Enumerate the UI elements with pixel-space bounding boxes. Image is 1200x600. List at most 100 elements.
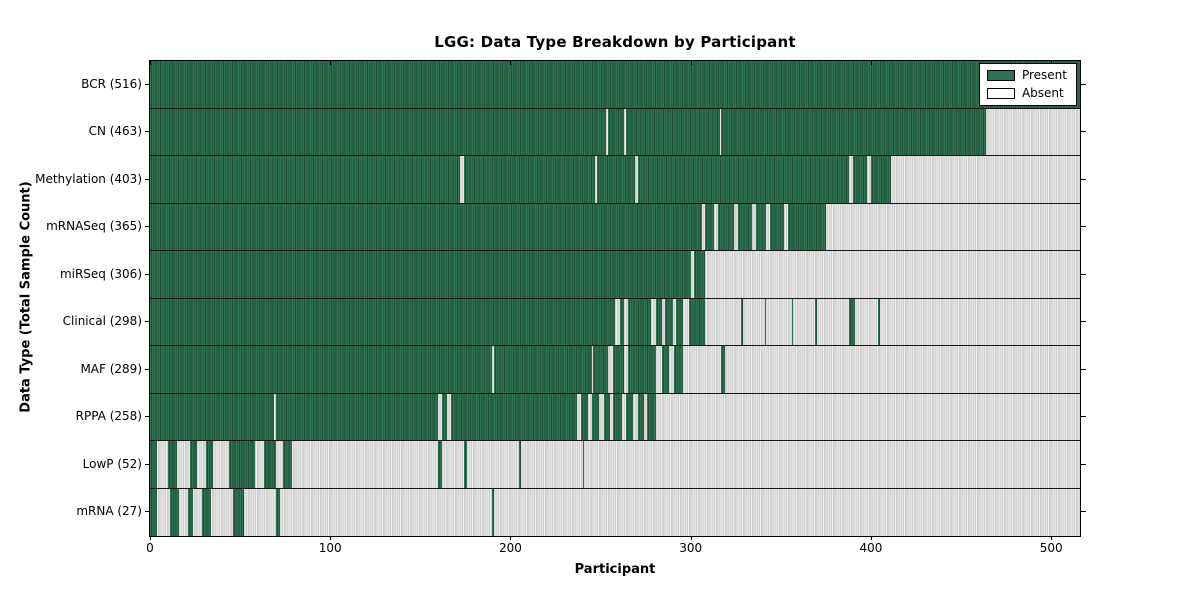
present-segment bbox=[150, 61, 1080, 108]
y-tick-mark bbox=[145, 226, 150, 227]
x-tick-mark bbox=[330, 536, 331, 540]
present-segment bbox=[705, 203, 715, 250]
legend-swatch-present bbox=[986, 70, 1015, 81]
present-segment bbox=[150, 203, 702, 250]
present-segment bbox=[591, 393, 599, 440]
row-miRSeq bbox=[150, 251, 1080, 299]
x-tick-mark bbox=[691, 61, 692, 65]
present-segment bbox=[580, 393, 588, 440]
present-segment bbox=[638, 393, 644, 440]
row-mRNASeq bbox=[150, 203, 1080, 251]
plot-area: Present Absent bbox=[149, 60, 1081, 537]
x-tick-mark bbox=[330, 61, 331, 65]
present-segment bbox=[187, 488, 194, 536]
present-segment bbox=[229, 441, 255, 488]
present-segment bbox=[463, 156, 596, 203]
present-segment bbox=[674, 346, 684, 393]
y-tick-mark bbox=[145, 321, 150, 322]
present-segment bbox=[647, 393, 657, 440]
present-segment bbox=[150, 441, 158, 488]
present-segment bbox=[764, 298, 767, 345]
present-segment bbox=[276, 488, 280, 536]
x-tick-label: 400 bbox=[859, 541, 883, 555]
row-mRNA bbox=[150, 488, 1080, 536]
present-segment bbox=[202, 488, 212, 536]
x-tick-mark bbox=[1051, 536, 1052, 540]
y-tick-mark bbox=[145, 416, 150, 417]
y-tick-mark bbox=[1081, 84, 1086, 85]
present-segment bbox=[791, 298, 794, 345]
present-segment bbox=[849, 298, 855, 345]
row-LowP bbox=[150, 441, 1080, 489]
present-segment bbox=[656, 298, 662, 345]
x-tick-mark bbox=[871, 61, 872, 65]
present-segment bbox=[150, 298, 615, 345]
row-BCR bbox=[150, 61, 1080, 109]
present-segment bbox=[613, 346, 624, 393]
present-segment bbox=[638, 156, 850, 203]
row-CN bbox=[150, 108, 1080, 156]
present-segment bbox=[150, 488, 158, 536]
y-tick-mark bbox=[1081, 131, 1086, 132]
present-segment bbox=[441, 393, 448, 440]
present-segment bbox=[596, 156, 635, 203]
present-segment bbox=[150, 393, 275, 440]
present-segment bbox=[450, 393, 578, 440]
y-tick-mark bbox=[145, 131, 150, 132]
present-segment bbox=[263, 441, 277, 488]
legend-label-absent: Absent bbox=[1021, 86, 1064, 100]
y-tick-mark bbox=[1081, 464, 1086, 465]
y-tick-label: Clinical (298) bbox=[62, 314, 142, 329]
present-segment bbox=[721, 346, 725, 393]
present-segment bbox=[438, 441, 442, 488]
y-tick-mark bbox=[1081, 179, 1086, 180]
present-segment bbox=[582, 441, 585, 488]
present-segment bbox=[604, 393, 610, 440]
present-segment bbox=[737, 203, 752, 250]
present-segment bbox=[741, 298, 743, 345]
present-segment bbox=[150, 156, 460, 203]
x-tick-label: 100 bbox=[318, 541, 342, 555]
present-segment bbox=[593, 346, 608, 393]
y-tick-label: miRSeq (306) bbox=[59, 266, 142, 281]
y-tick-mark bbox=[145, 464, 150, 465]
present-segment bbox=[168, 441, 178, 488]
x-tick-label: 300 bbox=[679, 541, 703, 555]
legend-swatch-absent bbox=[986, 88, 1015, 99]
x-axis-label: Participant bbox=[574, 562, 656, 577]
y-tick-label: RPPA (258) bbox=[75, 409, 142, 424]
present-segment bbox=[688, 298, 706, 345]
y-tick-mark bbox=[1081, 511, 1086, 512]
present-segment bbox=[519, 441, 522, 488]
present-segment bbox=[463, 441, 468, 488]
x-tick-label: 200 bbox=[499, 541, 522, 555]
present-segment bbox=[607, 108, 624, 155]
present-segment bbox=[769, 203, 785, 250]
present-segment bbox=[492, 488, 495, 536]
x-tick-label: 0 bbox=[146, 541, 154, 555]
y-tick-label: LowP (52) bbox=[82, 456, 142, 471]
present-segment bbox=[815, 298, 817, 345]
present-segment bbox=[755, 203, 767, 250]
x-tick-mark bbox=[510, 536, 511, 540]
y-tick-mark bbox=[1081, 416, 1086, 417]
y-tick-mark bbox=[1081, 274, 1086, 275]
present-segment bbox=[665, 298, 673, 345]
present-segment bbox=[878, 298, 880, 345]
y-tick-mark bbox=[145, 179, 150, 180]
legend-item-present: Present bbox=[986, 68, 1067, 82]
present-segment bbox=[717, 203, 734, 250]
y-axis-label: Data Type (Total Sample Count) bbox=[18, 181, 34, 413]
present-segment bbox=[169, 488, 179, 536]
present-segment bbox=[494, 346, 592, 393]
x-tick-label: 500 bbox=[1039, 541, 1063, 555]
present-segment bbox=[150, 251, 691, 298]
chart-title: LGG: Data Type Breakdown by Participant bbox=[434, 33, 796, 51]
legend-label-present: Present bbox=[1021, 68, 1067, 82]
row-Clinical bbox=[150, 298, 1080, 346]
legend-item-absent: Absent bbox=[986, 86, 1067, 100]
present-segment bbox=[661, 346, 670, 393]
present-segment bbox=[205, 441, 214, 488]
row-MAF bbox=[150, 346, 1080, 394]
y-tick-label: mRNASeq (365) bbox=[46, 219, 142, 234]
